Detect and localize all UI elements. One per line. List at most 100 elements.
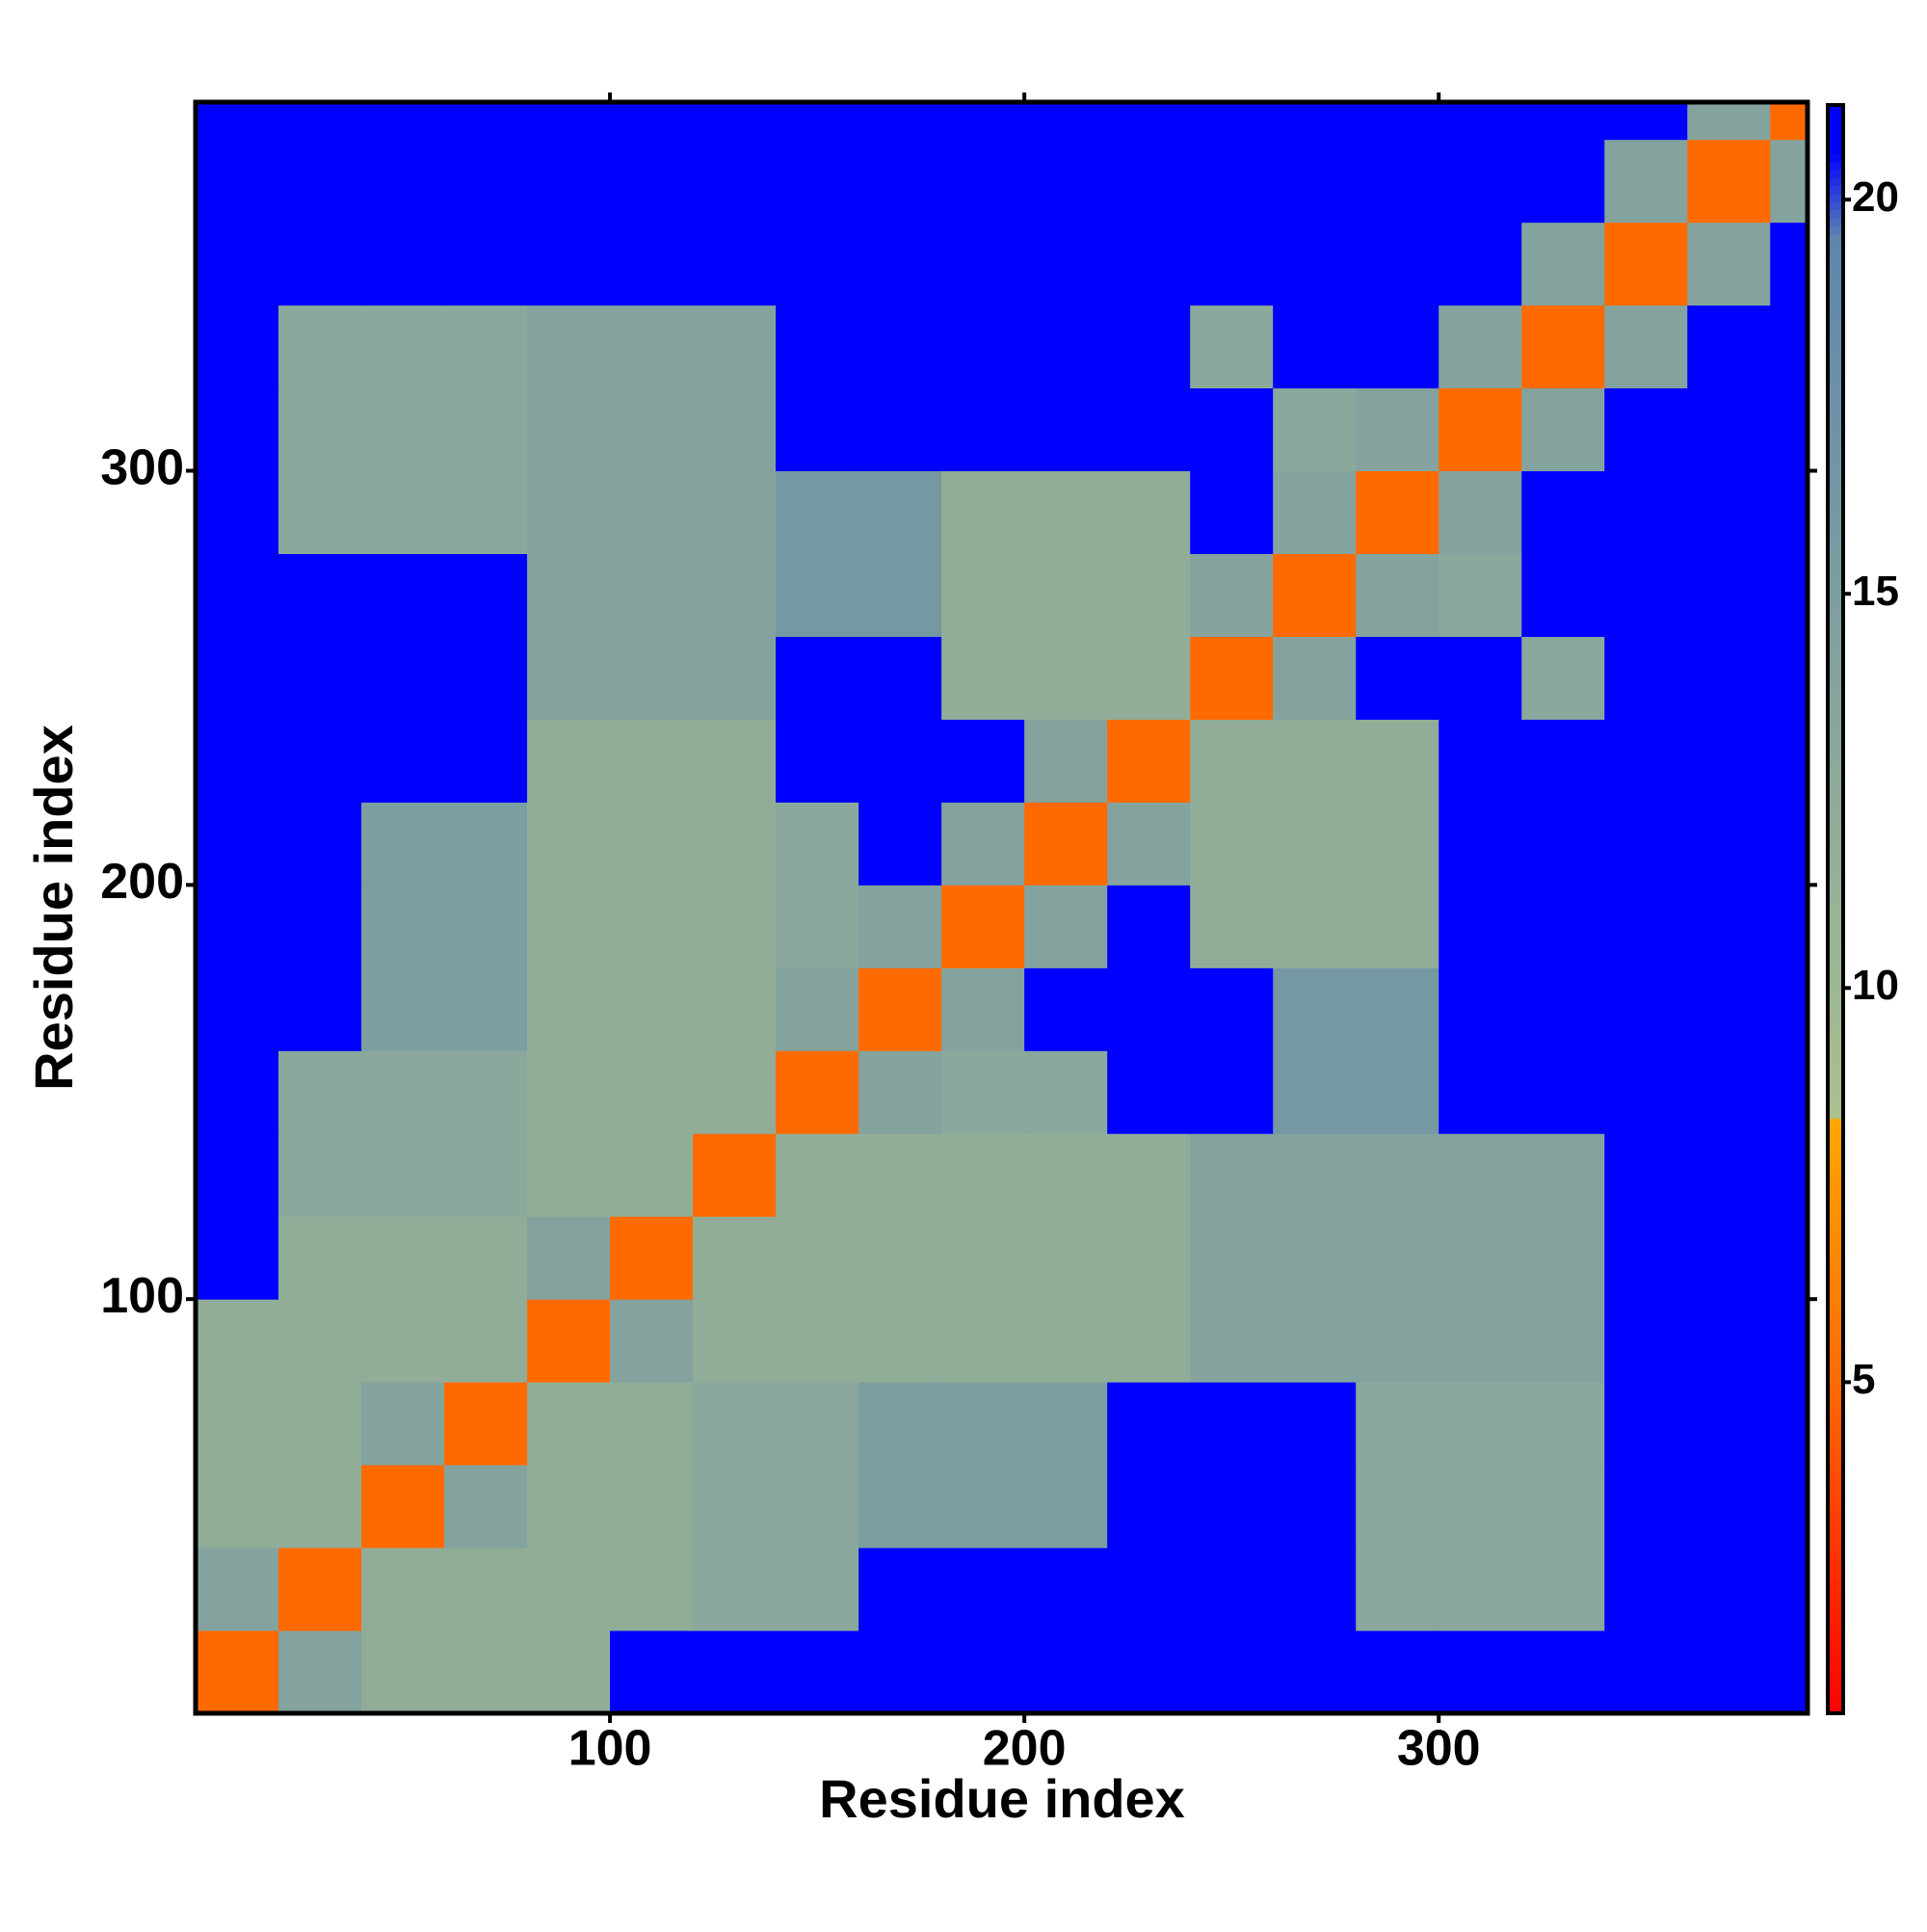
heatmap-cell <box>1687 1299 1771 1383</box>
colorbar-step <box>1828 949 1843 959</box>
colorbar-step <box>1828 627 1843 637</box>
heatmap-cell <box>444 553 528 637</box>
heatmap-cell <box>278 1216 362 1300</box>
heatmap-cell <box>1687 1382 1771 1466</box>
heatmap-cell <box>361 553 445 637</box>
heatmap-cell <box>941 222 1025 306</box>
heatmap-cell <box>941 802 1025 886</box>
colorbar-step <box>1828 1271 1843 1280</box>
heatmap-cell <box>1521 1382 1605 1466</box>
heatmap-cell <box>693 967 777 1051</box>
heatmap-cell <box>527 1465 611 1548</box>
colorbar-step <box>1828 1625 1843 1634</box>
heatmap-cell <box>776 967 859 1051</box>
heatmap-cell <box>1190 553 1274 637</box>
heatmap-cell <box>1439 222 1522 306</box>
colorbar-step <box>1828 860 1843 870</box>
heatmap-cell <box>693 553 777 637</box>
colorbar-step <box>1828 153 1843 163</box>
heatmap-cell <box>693 1465 777 1548</box>
heatmap-cell <box>941 1465 1025 1548</box>
colorbar-step <box>1828 265 1843 275</box>
heatmap-cell <box>1604 802 1688 886</box>
colorbar-step <box>1828 692 1843 701</box>
heatmap-cell <box>610 470 694 555</box>
colorbar-step <box>1828 635 1843 645</box>
colorbar-step <box>1828 1327 1843 1337</box>
colorbar-step <box>1828 1094 1843 1103</box>
heatmap-cell <box>1190 470 1274 555</box>
colorbar-step <box>1828 1367 1843 1377</box>
heatmap-cell <box>1439 1133 1522 1217</box>
colorbar-step <box>1828 217 1843 226</box>
heatmap-cell <box>693 802 777 886</box>
heatmap-cell <box>196 1050 279 1134</box>
heatmap-cell <box>610 102 694 141</box>
heatmap-cell <box>1770 222 1808 306</box>
colorbar-step <box>1828 1375 1843 1385</box>
heatmap-cell <box>527 387 611 472</box>
heatmap-cell <box>1687 1133 1771 1217</box>
heatmap-cell <box>1273 1299 1357 1383</box>
heatmap-cell <box>1521 1050 1605 1134</box>
colorbar-step <box>1828 1206 1843 1216</box>
heatmap <box>196 102 1808 1714</box>
heatmap-cell <box>693 1133 777 1217</box>
heatmap-cell <box>1024 1382 1108 1466</box>
colorbar-step <box>1828 490 1843 500</box>
colorbar-step <box>1828 1246 1843 1256</box>
heatmap-cell <box>1356 802 1439 886</box>
colorbar-step <box>1828 1029 1843 1039</box>
heatmap-cell <box>1024 802 1108 886</box>
colorbar-step <box>1828 675 1843 685</box>
heatmap-cell <box>278 387 362 472</box>
colorbar-step <box>1828 1471 1843 1481</box>
colorbar-step <box>1828 1488 1843 1497</box>
heatmap-cell <box>1356 967 1439 1051</box>
colorbar-step <box>1828 1070 1843 1079</box>
heatmap-cell <box>776 470 859 555</box>
y-axis-label: Residue index <box>23 725 84 1091</box>
colorbar-step <box>1828 1697 1843 1707</box>
heatmap-cell <box>1439 1465 1522 1548</box>
heatmap-cell <box>1439 102 1522 141</box>
heatmap-cell <box>196 802 279 886</box>
heatmap-cell <box>693 139 777 224</box>
colorbar-step <box>1828 780 1843 789</box>
heatmap-cell <box>1107 470 1191 555</box>
heatmap-cell <box>196 636 279 720</box>
heatmap-cell <box>1439 1382 1522 1466</box>
colorbar-step <box>1828 466 1843 476</box>
heatmap-cell <box>858 1299 942 1383</box>
colorbar-step <box>1828 868 1843 878</box>
heatmap-cell <box>1273 636 1357 720</box>
heatmap-cell <box>776 719 859 803</box>
colorbar-step <box>1828 820 1843 830</box>
heatmap-cell <box>693 1216 777 1300</box>
colorbar-step <box>1828 531 1843 541</box>
heatmap-cell <box>1356 1050 1439 1134</box>
colorbar-step <box>1828 579 1843 589</box>
x-tick-label: 200 <box>983 1721 1067 1777</box>
heatmap-cell <box>610 139 694 224</box>
heatmap-cell <box>776 1216 859 1300</box>
heatmap-cell <box>1439 1548 1522 1631</box>
colorbar-step <box>1828 201 1843 211</box>
colorbar-step <box>1828 1688 1843 1698</box>
heatmap-cell <box>1024 1050 1108 1134</box>
heatmap-cell <box>1604 636 1688 720</box>
colorbar-step <box>1828 595 1843 604</box>
heatmap-cell <box>278 967 362 1051</box>
heatmap-cell <box>527 102 611 141</box>
colorbar-step <box>1828 1062 1843 1071</box>
heatmap-cell <box>444 885 528 968</box>
heatmap-cell <box>1439 967 1522 1051</box>
heatmap-cell <box>941 1133 1025 1217</box>
heatmap-cell <box>776 102 859 141</box>
heatmap-cell <box>1521 1133 1605 1217</box>
heatmap-cell <box>941 1630 1025 1714</box>
colorbar-step <box>1828 1649 1843 1658</box>
heatmap-cell <box>1356 387 1439 472</box>
heatmap-cell <box>610 1216 694 1300</box>
heatmap-cell <box>858 387 942 472</box>
